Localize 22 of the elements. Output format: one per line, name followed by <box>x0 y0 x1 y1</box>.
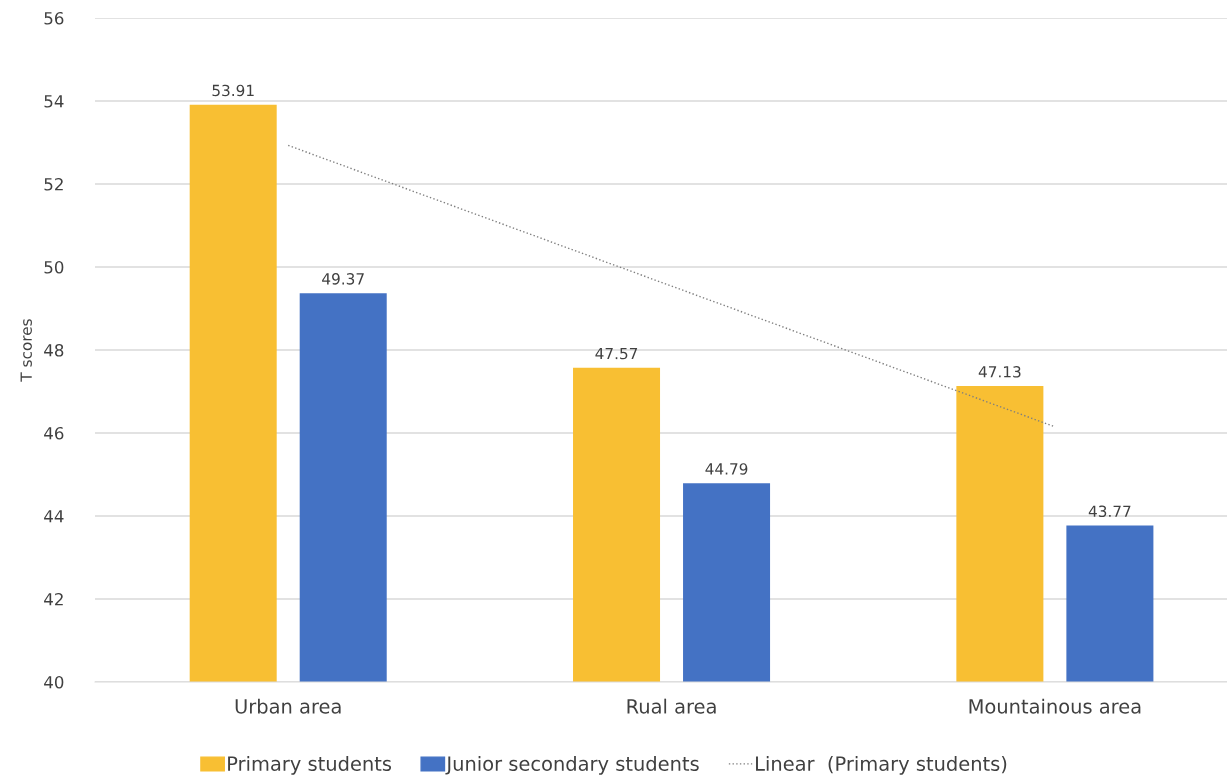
y-tick-label: 54 <box>44 95 64 108</box>
x-tick-label: Mountainous area <box>969 698 1141 714</box>
y-tick-label: 46 <box>44 426 64 440</box>
data-label: 53.91 <box>212 84 254 97</box>
data-label: 43.77 <box>1088 505 1131 518</box>
legend-label: Primary students <box>228 755 392 775</box>
y-tick-label: 42 <box>44 592 63 606</box>
y-axis-title: T scores <box>20 319 32 382</box>
legend-label: Junior secondary students <box>445 755 699 775</box>
data-label: 47.57 <box>595 347 638 360</box>
y-tick-label: 40 <box>44 675 64 689</box>
x-tick-label: Rual area <box>627 698 716 714</box>
x-tick-label: Urban area <box>235 698 341 714</box>
data-label: 47.13 <box>978 366 1021 378</box>
data-label: 44.79 <box>705 463 748 475</box>
y-tick-label: 48 <box>44 343 64 357</box>
data-label: 49.37 <box>322 273 364 285</box>
y-tick-label: 44 <box>44 510 64 523</box>
legend-label: Linear (Primary students) <box>756 755 1007 775</box>
y-tick-label: 56 <box>44 11 64 25</box>
y-tick-label: 52 <box>44 177 63 191</box>
y-tick-label: 50 <box>44 260 64 274</box>
